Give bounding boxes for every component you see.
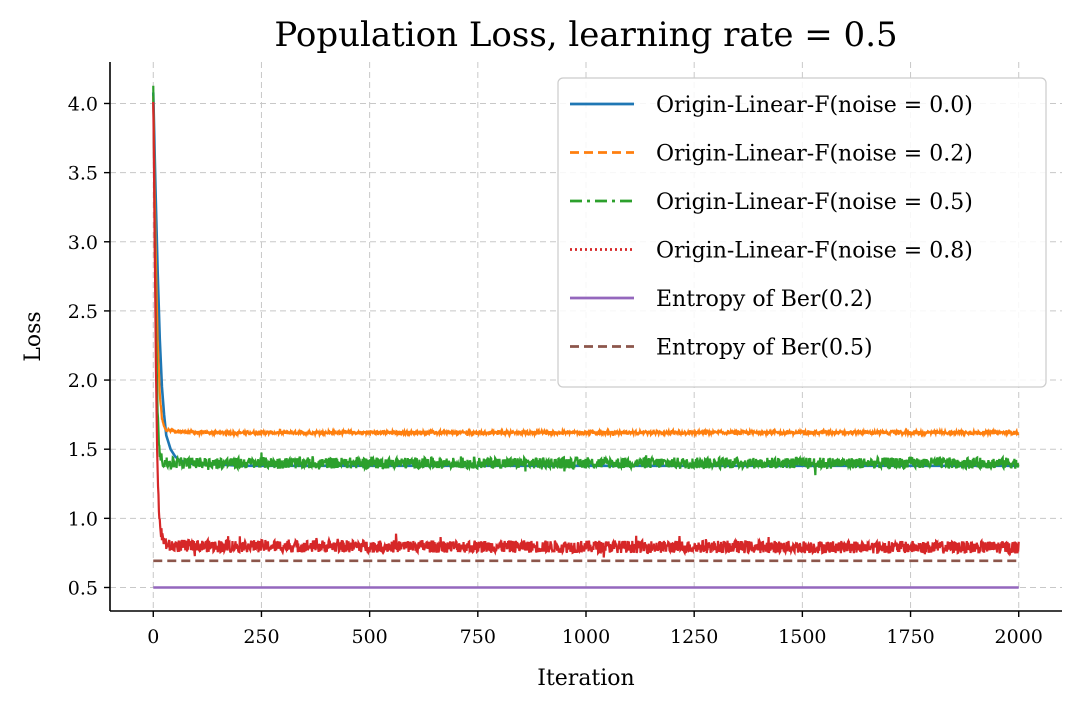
y-tick-label: 1.5 — [68, 439, 98, 461]
x-tick-label: 1250 — [670, 626, 718, 648]
x-tick-label: 0 — [147, 626, 159, 648]
legend-label: Origin-Linear-F(noise = 0.0) — [656, 93, 973, 118]
y-tick-label: 4.0 — [68, 93, 98, 115]
y-tick-label: 0.5 — [68, 577, 98, 599]
ticks-layer: 0 250 500 750 1000 1250 1500 1750 2000 0.5 1.0 1.5 2… — [68, 93, 1043, 648]
y-tick-label: 3.5 — [68, 163, 98, 185]
y-axis-label: Loss — [21, 311, 46, 361]
series-line-4 — [152, 101, 1020, 558]
legend-box — [557, 77, 1047, 388]
legend: Origin-Linear-F(noise = 0.0) Origin-Linea… — [557, 77, 1047, 388]
x-tick-label: 500 — [352, 626, 388, 648]
y-tick-label: 1.0 — [68, 508, 98, 530]
legend-label: Entropy of Ber(0.5) — [656, 336, 873, 361]
x-tick-label: 750 — [460, 626, 496, 648]
legend-label: Origin-Linear-F(noise = 0.8) — [656, 239, 973, 264]
y-tick-label: 2.0 — [68, 370, 98, 392]
chart-title: Population Loss, learning rate = 0.5 — [274, 15, 897, 55]
x-tick-label: 1000 — [562, 626, 610, 648]
series-layer — [151, 85, 1020, 589]
legend-label: Origin-Linear-F(noise = 0.2) — [656, 142, 973, 167]
x-tick-label: 2000 — [995, 626, 1043, 648]
series-line-2 — [152, 96, 1020, 439]
y-tick-label: 3.0 — [68, 232, 98, 254]
x-tick-label: 1500 — [778, 626, 826, 648]
legend-label: Origin-Linear-F(noise = 0.5) — [656, 190, 973, 215]
y-tick-label: 2.5 — [68, 301, 98, 323]
x-tick-label: 250 — [243, 626, 279, 648]
series-line-3 — [152, 85, 1020, 476]
x-tick-label: 1750 — [886, 626, 934, 648]
x-axis-label: Iteration — [537, 666, 634, 691]
legend-label: Entropy of Ber(0.2) — [656, 287, 873, 312]
